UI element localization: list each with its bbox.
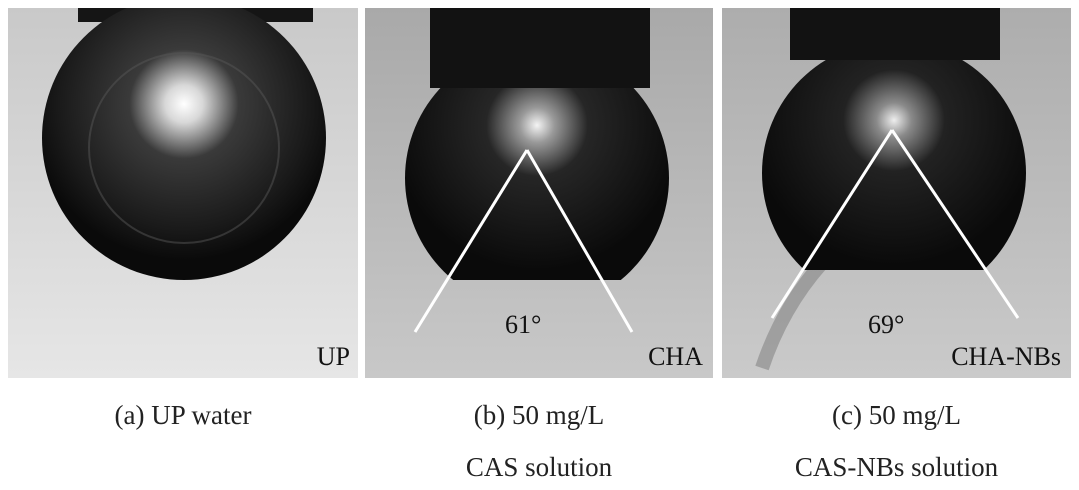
- panel-c-cha-nbs: 69° CHA-NBs: [722, 8, 1071, 378]
- caption-b-line1: (b) 50 mg/L: [473, 400, 605, 430]
- caption-a: (a) UP water: [114, 400, 252, 430]
- panel-c-label: CHA-NBs: [951, 342, 1061, 371]
- droplet-image-a: [8, 8, 358, 378]
- caption-c-line2: CAS-NBs solution: [794, 452, 999, 482]
- panel-a-up-water: UP: [8, 8, 358, 378]
- panel-b-cha: 61° CHA: [365, 8, 713, 378]
- contact-angle-c: 69°: [868, 310, 905, 339]
- caption-b-line2: CAS solution: [465, 452, 613, 482]
- panel-a-label: UP: [316, 342, 350, 371]
- droplet-image-b: [365, 8, 713, 378]
- droplet-image-c: [722, 8, 1071, 378]
- panel-b-label: CHA: [648, 342, 703, 371]
- caption-c-line1: (c) 50 mg/L: [832, 400, 961, 430]
- contact-angle-b: 61°: [505, 310, 542, 339]
